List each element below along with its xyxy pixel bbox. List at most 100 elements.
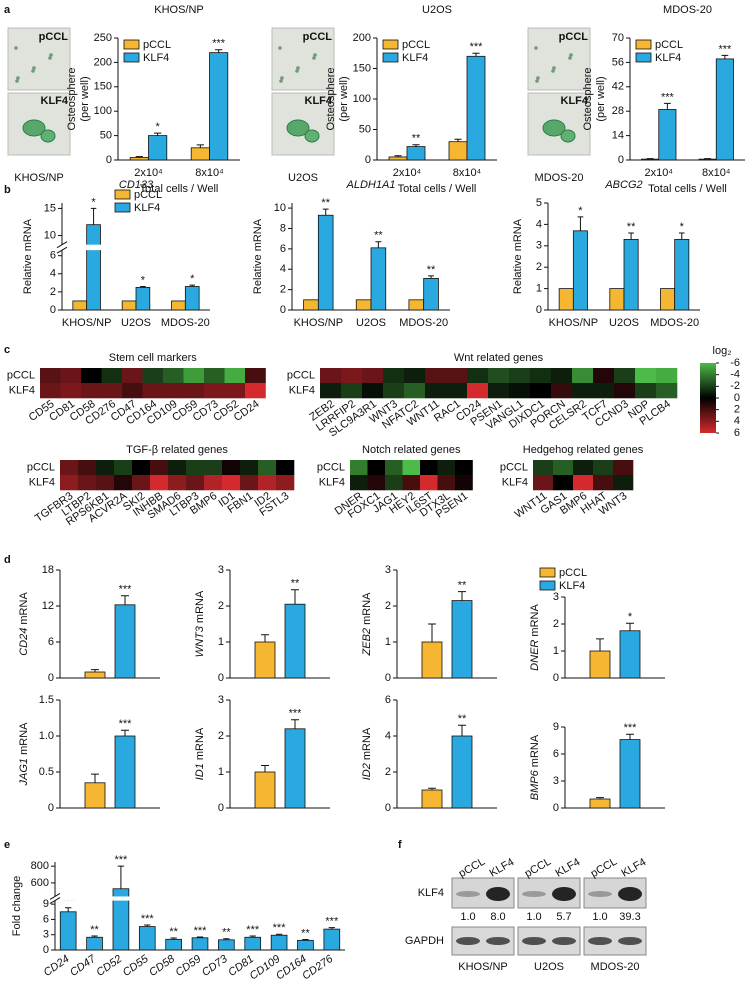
heatmap-cell [222,475,241,491]
y-tick-label: 6 [553,748,559,760]
heatmap-cell [446,368,468,384]
x-tick-label: CD52 [94,953,124,979]
heatmap-cell [60,368,82,384]
bar [86,224,101,311]
heatmap-cell [224,368,246,384]
significance: *** [194,925,208,937]
significance: ** [222,927,231,939]
heatmap-cell [593,460,614,476]
bar [72,300,88,311]
y-tick-label: 3 [218,694,224,706]
heatmap-cell [276,475,295,491]
heatmap-cell [163,383,184,399]
bar [84,671,106,679]
colorbar-label: log₂ [713,345,732,357]
legend-label: pCCL [134,189,162,201]
heatmap-cell [385,460,403,476]
heatmap-cell [420,475,438,491]
x-tick-label: U2OS [121,317,151,329]
error-bar [458,591,466,601]
heatmap-cell [488,383,510,399]
y-tick-label: 4 [50,268,56,280]
micrograph-caption: U2OS [288,172,318,184]
significance: ** [458,713,467,725]
y-label-unit: Fold change [11,876,23,937]
error-bar [322,208,329,216]
quantification: 1.0 [592,911,607,923]
cell-cluster [312,56,316,60]
cell-cluster [552,66,556,70]
bar [190,147,210,161]
error-bar [189,284,196,287]
y-tick-label: 100 [94,105,112,117]
y-tick-label: 70 [612,32,624,44]
bar [254,641,276,679]
y-tick-label: 14 [612,130,624,142]
error-bar [121,729,129,736]
y-tick-label: 2 [280,284,286,296]
y-tick-label: 4 [536,218,542,230]
error-bar [91,773,99,783]
legend-label: KLF4 [143,52,169,64]
heatmap-cell [614,383,636,399]
error-bar [261,765,269,772]
break-mark [49,893,61,900]
y-axis-label: Relative mRNA [512,218,524,294]
significance: *** [212,38,226,50]
heatmap-cell [509,383,531,399]
bar [572,230,588,311]
heatmap-cell [593,368,615,384]
x-tick-label: 8x10⁴ [702,167,731,179]
heatmap-cell [425,368,447,384]
lane-label: pCCL [457,856,487,880]
y-label-unit: mRNA [194,727,206,760]
heatmap-cell [425,383,447,399]
bar [165,938,182,951]
y-tick-label: 6 [280,243,286,255]
heatmap-cell [142,383,164,399]
error-bar [412,144,420,147]
blot-band [588,891,612,897]
error-bar [121,595,129,605]
y-axis-label: JAG1 mRNA [18,722,30,787]
heatmap-cell [96,475,115,491]
y-tick-label: 9 [553,721,559,733]
bar [244,936,262,951]
row-label: pCCL [500,461,528,473]
error-bar [90,207,97,225]
heatmap-cell [614,368,636,384]
y-label-unit: Relative mRNA [512,218,524,294]
bar [114,604,136,679]
bar [558,288,574,311]
cell-cluster [14,46,18,50]
significance: *** [718,43,732,55]
significance: ** [374,230,383,242]
heatmap-cell [150,475,169,491]
quantification: 1.0 [526,911,541,923]
y-tick-label: 0 [553,802,559,814]
heatmap-title: Hedgehog related genes [523,444,644,456]
heatmap-cell [245,383,266,399]
heatmap-cell [656,383,678,399]
y-tick-label: 2 [553,618,559,630]
significance: * [680,221,685,233]
y-axis-label: ID2 mRNA [361,727,373,780]
y-tick-label: 200 [94,56,112,68]
heatmap-cell [222,460,241,476]
bar [658,109,677,161]
legend-swatch [382,39,399,50]
y-tick-label: 800 [31,860,49,872]
significance: ** [321,197,330,209]
bar [114,735,136,809]
bar [451,600,473,679]
chart-title: CD133 [119,179,154,191]
y-tick-label: 42 [612,81,624,93]
legend-label: pCCL [402,39,430,51]
error-bar [678,232,685,240]
y-label-gene: DNER [529,640,541,671]
cell-cluster [313,53,317,57]
heatmap-cell [245,368,266,384]
y-tick-label: 0 [48,672,54,684]
y-tick-label: 0 [385,802,391,814]
x-axis-label: Total cells / Well [140,183,219,195]
